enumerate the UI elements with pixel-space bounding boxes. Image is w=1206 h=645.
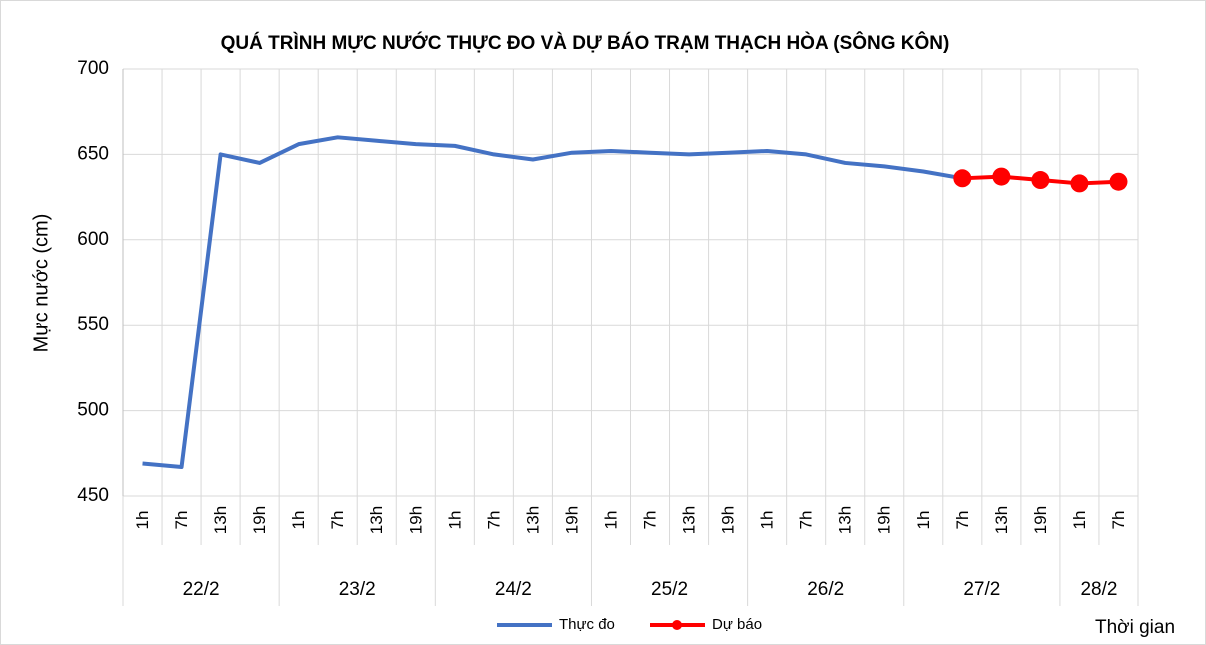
x-tick-label: 19h xyxy=(1031,506,1050,534)
legend-label: Dự báo xyxy=(712,616,762,633)
x-tick-label: 7h xyxy=(328,511,347,530)
x-tick-label: 1h xyxy=(758,511,777,530)
x-group-label: 25/2 xyxy=(651,579,688,600)
x-tick-label: 19h xyxy=(562,506,581,534)
series-marker xyxy=(1070,174,1089,193)
y-tick-label: 650 xyxy=(77,143,109,164)
x-group-label: 26/2 xyxy=(807,579,844,600)
series-marker xyxy=(1109,172,1128,191)
x-axis-label: Thời gian xyxy=(1095,617,1175,638)
x-tick-label: 7h xyxy=(484,511,503,530)
x-tick-label: 1h xyxy=(445,511,464,530)
x-group-label: 28/2 xyxy=(1080,579,1117,600)
legend-marker xyxy=(672,620,682,630)
x-group-label: 24/2 xyxy=(495,579,532,600)
x-tick-label: 1h xyxy=(1070,511,1089,530)
y-tick-label: 550 xyxy=(77,314,109,335)
x-tick-label: 1h xyxy=(133,511,152,530)
x-tick-label: 19h xyxy=(875,506,894,534)
series-marker xyxy=(1031,171,1050,190)
x-group-label: 23/2 xyxy=(339,579,376,600)
y-axis-label: Mực nước (cm) xyxy=(30,214,52,353)
x-tick-label: 19h xyxy=(250,506,269,534)
x-tick-label: 7h xyxy=(953,511,972,530)
chart-title: QUÁ TRÌNH MỰC NƯỚC THỰC ĐO VÀ DỰ BÁO TRẠ… xyxy=(221,32,950,54)
x-tick-label: 7h xyxy=(797,511,816,530)
x-tick-label: 1h xyxy=(289,511,308,530)
series-marker xyxy=(992,167,1011,186)
x-group-label: 22/2 xyxy=(183,579,220,600)
y-tick-label: 700 xyxy=(77,58,109,79)
x-tick-label: 13h xyxy=(367,506,386,534)
x-tick-label: 13h xyxy=(680,506,699,534)
series-marker xyxy=(953,169,972,188)
series-line xyxy=(142,135,963,469)
x-tick-label: 19h xyxy=(719,506,738,534)
x-tick-label: 7h xyxy=(172,511,191,530)
legend-label: Thực đo xyxy=(559,616,615,633)
y-tick-label: 600 xyxy=(77,229,109,250)
x-tick-label: 13h xyxy=(523,506,542,534)
x-group-label: 27/2 xyxy=(963,579,1000,600)
x-tick-label: 13h xyxy=(992,506,1011,534)
x-tick-label: 13h xyxy=(211,506,230,534)
y-tick-label: 500 xyxy=(77,400,109,421)
y-tick-label: 450 xyxy=(77,485,109,506)
x-tick-label: 19h xyxy=(406,506,425,534)
x-tick-label: 1h xyxy=(914,511,933,530)
x-tick-label: 1h xyxy=(601,511,620,530)
x-tick-label: 7h xyxy=(641,511,660,530)
x-tick-label: 13h xyxy=(836,506,855,534)
x-tick-label: 7h xyxy=(1109,511,1128,530)
